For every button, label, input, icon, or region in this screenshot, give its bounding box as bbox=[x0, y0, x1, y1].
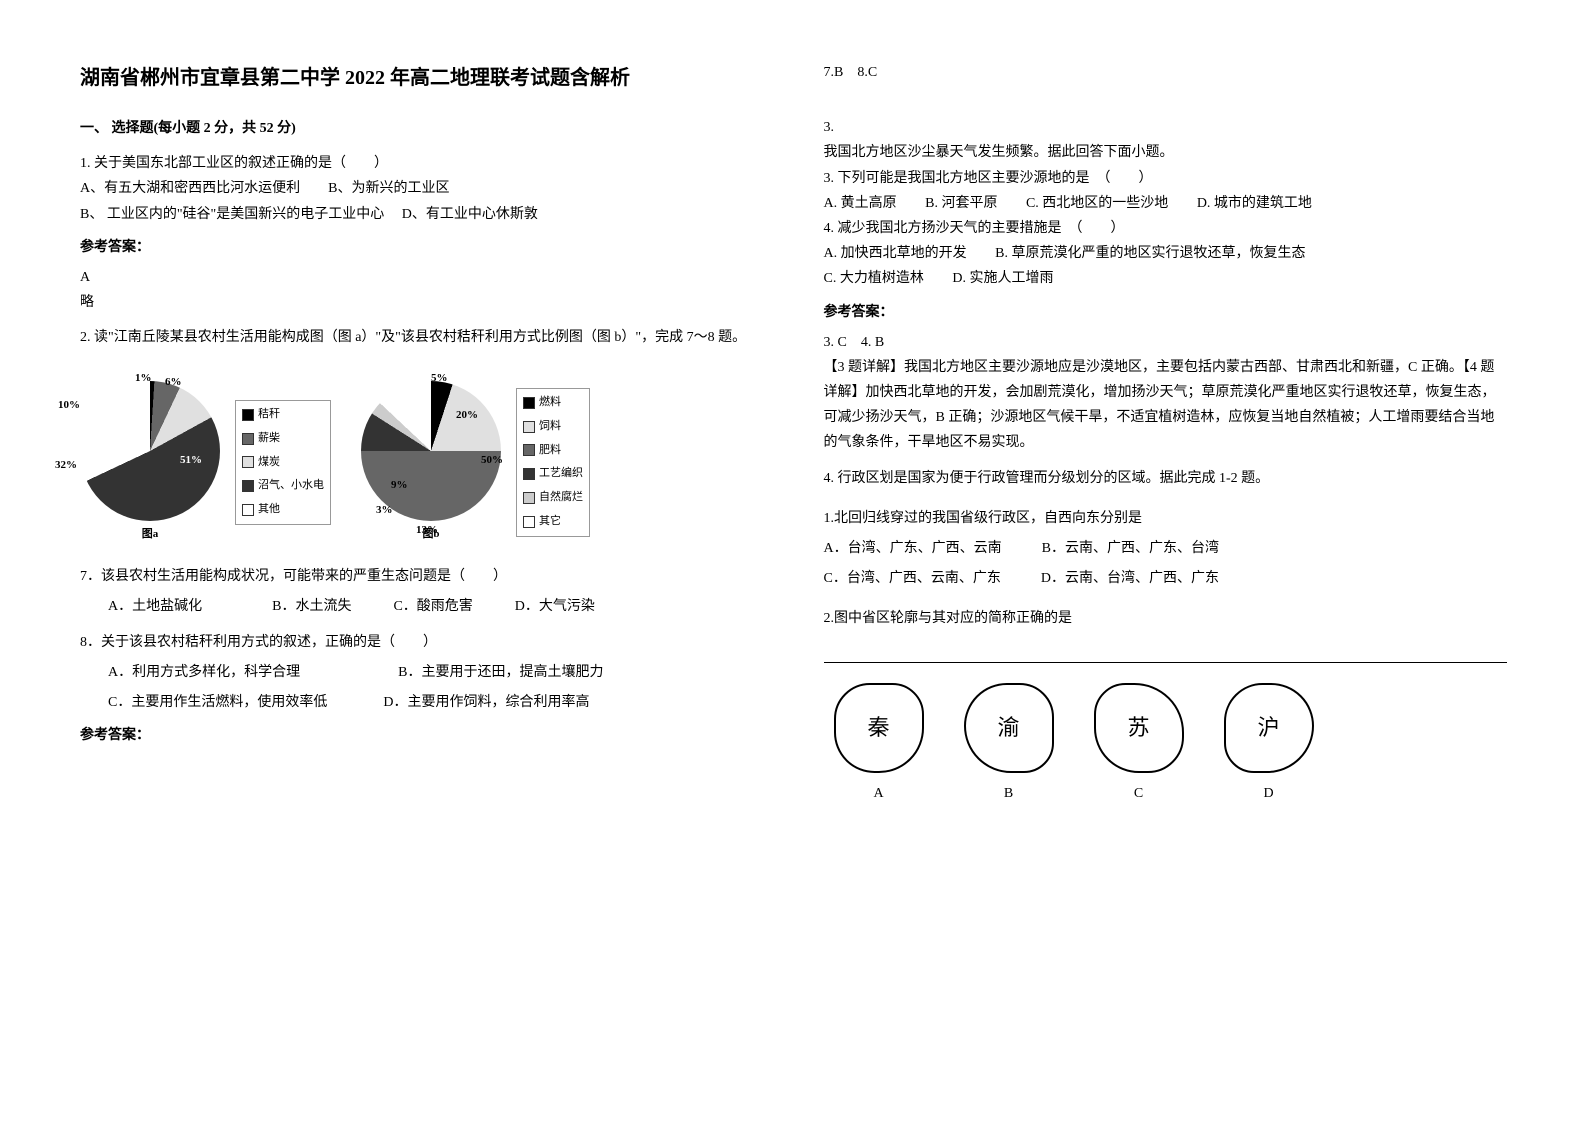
q3-sub4: 4. 减少我国北方扬沙天气的主要措施是 （ ） bbox=[824, 216, 1508, 241]
map-letter: A bbox=[834, 781, 924, 806]
legend-item: 其他 bbox=[242, 500, 324, 520]
section-header: 一、 选择题(每小题 2 分，共 52 分) bbox=[80, 116, 764, 141]
question-3: 3. 我国北方地区沙尘暴天气发生频繁。据此回答下面小题。 3. 下列可能是我国北… bbox=[824, 115, 1508, 455]
q2-stem: 2. 读"江南丘陵某县农村生活用能构成图（图 a）"及"该县农村秸秆利用方式比例… bbox=[80, 325, 764, 350]
chart-b-block: 5% 20% 50% 9% 3% 13% 图b 燃料 饲料 肥料 工艺编织 自然… bbox=[361, 381, 590, 545]
map-outline: 渝 bbox=[964, 683, 1054, 773]
legend-a: 秸秆 薪柴 煤炭 沼气、小水电 其他 bbox=[235, 400, 331, 525]
q3-explain: 【3 题详解】我国北方地区主要沙源地应是沙漠地区，主要包括内蒙古西部、甘肃西北和… bbox=[824, 355, 1508, 456]
q3-answer: 3. C 4. B bbox=[824, 330, 1508, 355]
q1-note: 略 bbox=[80, 290, 764, 315]
map-item-b: 渝 B bbox=[964, 683, 1054, 806]
pie-chart-a: 1% 6% 10% 51% 32% bbox=[80, 381, 220, 521]
pie-chart-b: 5% 20% 50% 9% 3% 13% bbox=[361, 381, 501, 521]
left-column: 湖南省郴州市宜章县第二中学 2022 年高二地理联考试题含解析 一、 选择题(每… bbox=[80, 60, 764, 1062]
legend-item: 其它 bbox=[523, 512, 583, 532]
pie-b-pct-20: 20% bbox=[456, 406, 478, 426]
map-item-c: 苏 C bbox=[1094, 683, 1184, 806]
pie-b-pct-9: 9% bbox=[391, 476, 408, 496]
q3-num: 3. bbox=[824, 115, 1508, 140]
province-maps: 秦 A 渝 B 苏 C 沪 D bbox=[824, 662, 1508, 816]
q3-sub3: 3. 下列可能是我国北方地区主要沙源地的是 （ ） bbox=[824, 166, 1508, 191]
pie-b-pct-50: 50% bbox=[481, 451, 503, 471]
legend-b: 燃料 饲料 肥料 工艺编织 自然腐烂 其它 bbox=[516, 388, 590, 537]
map-letter: B bbox=[964, 781, 1054, 806]
legend-item: 秸秆 bbox=[242, 405, 324, 425]
q8-opts-cd: C．主要用作生活燃料，使用效率低 D．主要用作饲料，综合利用率高 bbox=[80, 690, 764, 715]
pie-b-pct-13: 13% bbox=[416, 521, 438, 541]
pie-b-pct-5: 5% bbox=[431, 369, 448, 389]
pie-a-pct-10: 10% bbox=[58, 396, 80, 416]
map-letter: D bbox=[1224, 781, 1314, 806]
answer-label: 参考答案： bbox=[80, 723, 764, 748]
chart-b-wrap: 5% 20% 50% 9% 3% 13% 图b bbox=[361, 381, 501, 545]
q4-opts-row2: C．台湾、广西、云南、广东 D．云南、台湾、广西、广东 bbox=[824, 566, 1508, 591]
chart-a-wrap: 1% 6% 10% 51% 32% 图a bbox=[80, 381, 220, 545]
map-outline: 沪 bbox=[1224, 683, 1314, 773]
q3-intro: 我国北方地区沙尘暴天气发生频繁。据此回答下面小题。 bbox=[824, 140, 1508, 165]
q1-line1: A、有五大湖和密西西比河水运便利 B、为新兴的工业区 bbox=[80, 176, 764, 201]
q4-sub1: 1.北回归线穿过的我国省级行政区，自西向东分别是 bbox=[824, 506, 1508, 531]
exam-title: 湖南省郴州市宜章县第二中学 2022 年高二地理联考试题含解析 bbox=[80, 60, 764, 96]
legend-item: 工艺编织 bbox=[523, 464, 583, 484]
chart-a-caption: 图a bbox=[80, 525, 220, 545]
q78-answer: 7.B 8.C bbox=[824, 60, 1508, 85]
q3-sub3-opts: A. 黄土高原 B. 河套平原 C. 西北地区的一些沙地 D. 城市的建筑工地 bbox=[824, 191, 1508, 216]
legend-item: 薪柴 bbox=[242, 429, 324, 449]
question-7: 7．该县农村生活用能构成状况，可能带来的严重生态问题是（ ） A．土地盐碱化 B… bbox=[80, 564, 764, 619]
map-item-a: 秦 A bbox=[834, 683, 924, 806]
legend-item: 饲料 bbox=[523, 417, 583, 437]
pie-a-pct-32: 32% bbox=[55, 456, 77, 476]
map-letter: C bbox=[1094, 781, 1184, 806]
legend-item: 沼气、小水电 bbox=[242, 476, 324, 496]
map-outline: 秦 bbox=[834, 683, 924, 773]
pie-b-pct-3: 3% bbox=[376, 501, 393, 521]
pie-a-pct-51: 51% bbox=[180, 451, 202, 471]
q8-opts-ab: A．利用方式多样化，科学合理 B．主要用于还田，提高土壤肥力 bbox=[80, 660, 764, 685]
right-column: 7.B 8.C 3. 我国北方地区沙尘暴天气发生频繁。据此回答下面小题。 3. … bbox=[824, 60, 1508, 1062]
question-2: 2. 读"江南丘陵某县农村生活用能构成图（图 a）"及"该县农村秸秆利用方式比例… bbox=[80, 325, 764, 350]
q1-line2: B、 工业区内的"硅谷"是美国新兴的电子工业中心 D、有工业中心休斯敦 bbox=[80, 202, 764, 227]
q3-sub4-opts-cd: C. 大力植树造林 D. 实施人工增雨 bbox=[824, 266, 1508, 291]
charts: 1% 6% 10% 51% 32% 图a 秸秆 薪柴 煤炭 沼气、小水电 其他 … bbox=[80, 381, 764, 545]
map-item-d: 沪 D bbox=[1224, 683, 1314, 806]
q4-opts-row1: A．台湾、广东、广西、云南 B．云南、广西、广东、台湾 bbox=[824, 536, 1508, 561]
pie-a-pct-1: 1% bbox=[135, 369, 152, 389]
legend-item: 自然腐烂 bbox=[523, 488, 583, 508]
question-1: 1. 关于美国东北部工业区的叙述正确的是（ ） A、有五大湖和密西西比河水运便利… bbox=[80, 151, 764, 315]
question-4: 4. 行政区划是国家为便于行政管理而分级划分的区域。据此完成 1-2 题。 1.… bbox=[824, 466, 1508, 632]
legend-item: 煤炭 bbox=[242, 453, 324, 473]
answer-label: 参考答案： bbox=[80, 235, 764, 260]
q1-answer: A bbox=[80, 265, 764, 290]
question-8: 8．关于该县农村秸秆利用方式的叙述，正确的是（ ） A．利用方式多样化，科学合理… bbox=[80, 630, 764, 749]
q4-stem: 4. 行政区划是国家为便于行政管理而分级划分的区域。据此完成 1-2 题。 bbox=[824, 466, 1508, 491]
q4-sub2: 2.图中省区轮廓与其对应的简称正确的是 bbox=[824, 606, 1508, 631]
q7-options: A．土地盐碱化 B．水土流失 C．酸雨危害 D．大气污染 bbox=[80, 594, 764, 619]
chart-a-block: 1% 6% 10% 51% 32% 图a 秸秆 薪柴 煤炭 沼气、小水电 其他 bbox=[80, 381, 331, 545]
answer-label: 参考答案： bbox=[824, 300, 1508, 325]
q7-stem: 7．该县农村生活用能构成状况，可能带来的严重生态问题是（ ） bbox=[80, 564, 764, 589]
pie-a-pct-6: 6% bbox=[165, 373, 182, 393]
legend-item: 肥料 bbox=[523, 441, 583, 461]
q8-stem: 8．关于该县农村秸秆利用方式的叙述，正确的是（ ） bbox=[80, 630, 764, 655]
legend-item: 燃料 bbox=[523, 393, 583, 413]
q3-sub4-opts-ab: A. 加快西北草地的开发 B. 草原荒漠化严重的地区实行退牧还草，恢复生态 bbox=[824, 241, 1508, 266]
map-outline: 苏 bbox=[1094, 683, 1184, 773]
q1-stem: 1. 关于美国东北部工业区的叙述正确的是（ ） bbox=[80, 151, 764, 176]
